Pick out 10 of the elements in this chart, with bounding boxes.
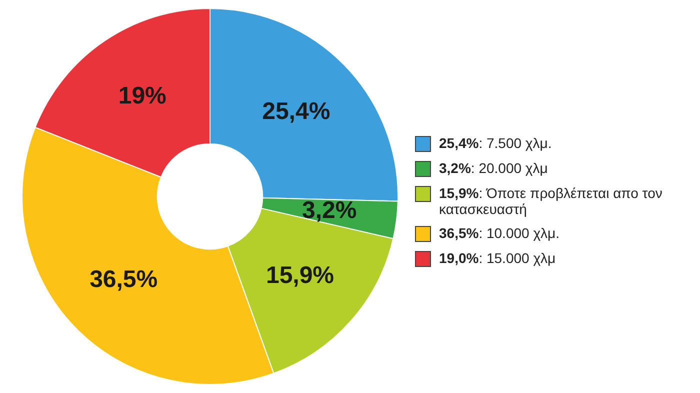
data-label: 36,5%	[90, 266, 158, 293]
legend-label: 19,0%: 15.000 χλμ	[439, 250, 556, 266]
legend-label: 15,9%: Όποτε προβλέπεται απο τον κατασκευαστή	[439, 185, 664, 217]
data-label: 3,2%	[302, 197, 357, 224]
data-label: 19%	[118, 82, 166, 110]
legend-label: 36,5%: 10.000 χλμ.	[439, 225, 560, 241]
legend-label: 3,2%: 20.000 χλμ	[439, 160, 548, 176]
data-label: 25,4%	[262, 98, 330, 126]
legend-label: 25,4%: 7.500 χλμ.	[439, 135, 552, 151]
data-label: 15,9%	[266, 262, 334, 289]
